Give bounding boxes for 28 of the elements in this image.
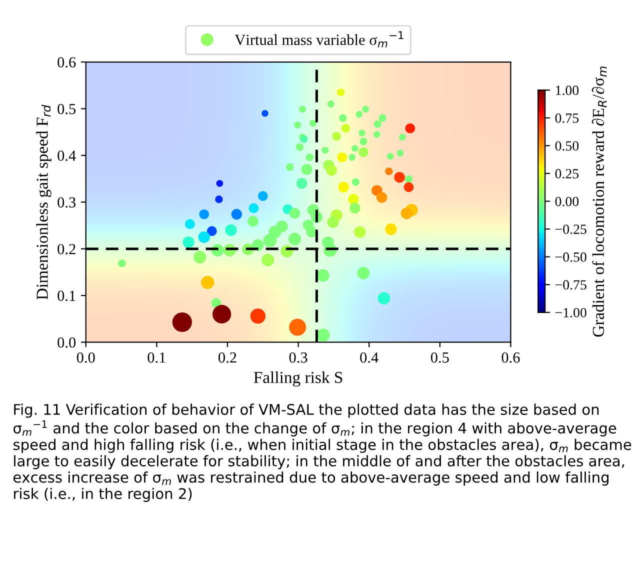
- y-tick-label: 0.0: [58, 337, 76, 348]
- y-tick-label: 0.4: [58, 150, 76, 161]
- color-bar-label: 0.75: [555, 113, 579, 123]
- color-bar-label: −1.00: [555, 308, 586, 318]
- color-bar-label: 0.00: [555, 196, 579, 206]
- color-bar-title: Gradient of locomotion reward ∂E$_{R}$/∂σ$_{m}$: [592, 66, 607, 337]
- x-tick-label: 0.0: [76, 352, 95, 363]
- x-tick-label: 0.3: [289, 352, 308, 363]
- y-tick-label: 0.5: [58, 104, 76, 114]
- y-tick-label: 0.3: [58, 197, 76, 208]
- x-tick-label: 0.4: [360, 352, 378, 363]
- y-tick-label: 0.1: [58, 290, 76, 302]
- color-bar-label: −0.25: [555, 224, 586, 234]
- color-bar-label: −0.50: [555, 252, 586, 262]
- x-tick-label: 0.1: [148, 352, 166, 363]
- x-tick-label: 0.6: [502, 352, 520, 363]
- x-tick-label: 0.2: [218, 352, 236, 363]
- x-tick-label: 0.5: [430, 352, 449, 363]
- x-axis-title: Falling risk S: [254, 371, 342, 387]
- legend-label: Virtual mass variable σ$_{m}$$^{−1}$: [234, 31, 404, 48]
- y-tick-label: 0.2: [58, 244, 76, 254]
- color-bar-label: 0.50: [555, 141, 579, 151]
- color-bar-label: 1.00: [556, 86, 579, 96]
- color-bar-label: 0.25: [555, 169, 579, 178]
- text: Fig. 11 Verification of behavior of VM-SAL the plotted data has the size based on σ$_{m}$$^{−1}$ and the color based on the change of σ$_{m}$; in the region 4 with above-average speed and high falling risk (i.e., when initial stage in the obstacles area), σ$_{m}$ became large to easily decelerate for stability; in the middle of and after the obstacles area, excess increase of σ$_{m}$ was restrained due to above-average speed and low falling risk (i.e., in the region 2): [14, 404, 632, 502]
- y-tick-label: 0.6: [58, 57, 76, 68]
- color-bar-label: −0.75: [555, 280, 586, 290]
- y-axis-title: Dimensionless gait speed F$_{rd}$: [36, 104, 52, 300]
